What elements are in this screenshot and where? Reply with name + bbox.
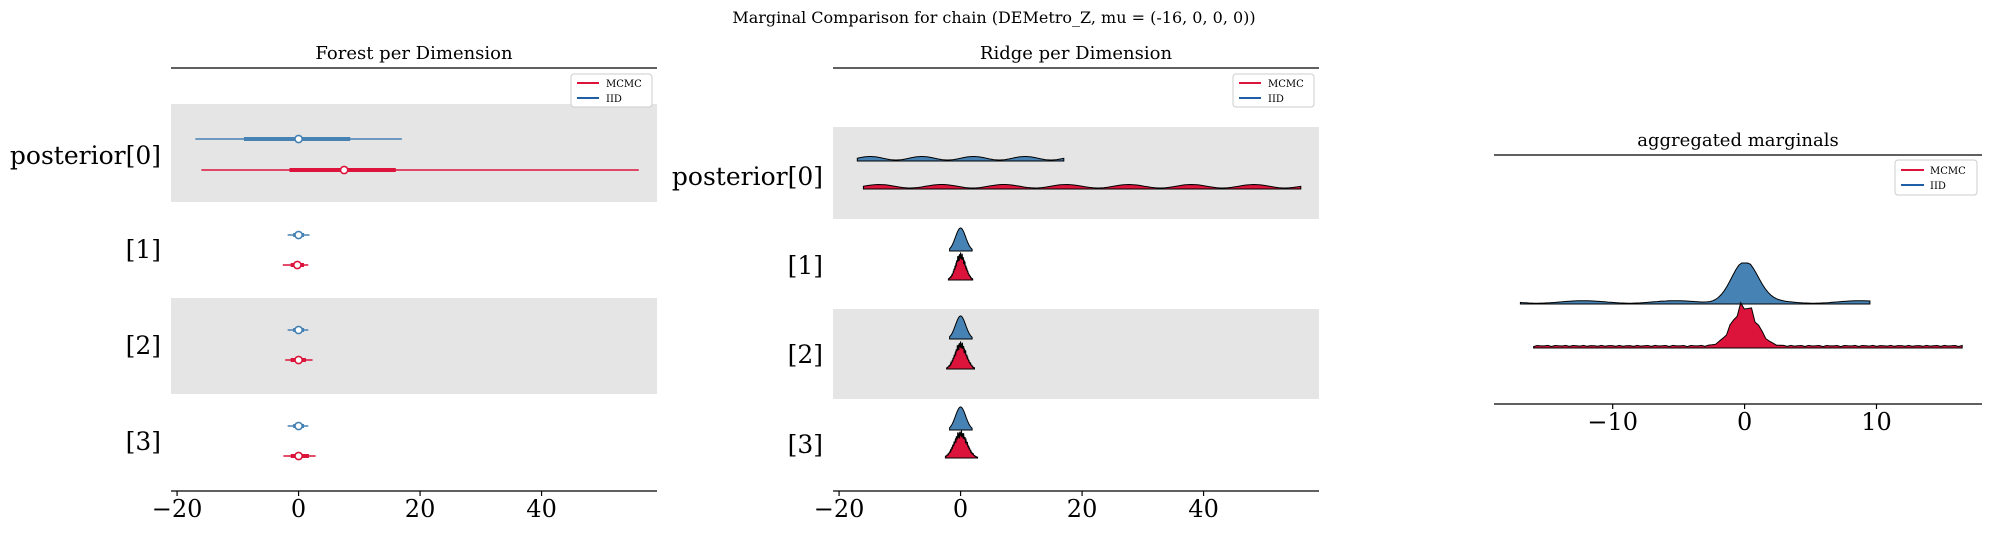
- ridge-x-tick-label: 20: [1067, 495, 1098, 523]
- ridge-marks: [856, 156, 1302, 459]
- aggregated-panel: aggregated marginals MCMC IID −10 0 10: [1494, 130, 1982, 436]
- ridge-xticks: −20 0 20 40: [814, 491, 1219, 523]
- forest-legend-mcmc: MCMC: [606, 79, 642, 90]
- forest-band-2: [171, 298, 657, 394]
- forest-marks: [195, 134, 639, 461]
- aggregated-xticks: −10 0 10: [1587, 404, 1892, 436]
- figure-suptitle: Marginal Comparison for chain (DEMetro_Z…: [732, 8, 1255, 27]
- forest-median-mcmc: [294, 355, 303, 365]
- ridge-ylabel-1: [1]: [788, 251, 823, 280]
- ridge-ylabel-3: [3]: [788, 430, 823, 459]
- aggregated-legend-iid: IID: [1930, 181, 1946, 192]
- ridge-band-2: [833, 309, 1319, 399]
- forest-ylabel-3: [3]: [126, 427, 161, 456]
- forest-x-tick-label: −20: [152, 495, 203, 523]
- forest-panel: Forest per Dimension posterior[0] [1] [2…: [10, 43, 657, 523]
- ridge-density-iid: [949, 315, 973, 340]
- ridge-ylabel-2: [2]: [788, 340, 823, 369]
- forest-ylabel-1: [1]: [126, 235, 161, 264]
- ridge-density-mcmc: [862, 183, 1302, 190]
- aggregated-legend-mcmc: MCMC: [1930, 166, 1966, 177]
- forest-ylabel-2: [2]: [126, 331, 161, 360]
- ridge-density-mcmc: [944, 430, 979, 459]
- ridge-x-tick-label: 0: [953, 495, 968, 523]
- forest-legend-iid: IID: [606, 94, 622, 105]
- forest-median-iid: [294, 421, 303, 431]
- forest-title: Forest per Dimension: [315, 43, 513, 64]
- ridge-density-iid: [949, 227, 973, 252]
- ridge-ylabel-0: posterior[0]: [672, 162, 823, 191]
- ridge-density-mcmc: [947, 252, 974, 281]
- ridge-x-tick-label: −20: [814, 495, 865, 523]
- ridge-density-iid: [856, 156, 1065, 162]
- forest-median-mcmc: [294, 451, 303, 461]
- forest-xticks: −20 0 20 40: [152, 491, 557, 523]
- ridge-band-0: [833, 127, 1319, 219]
- ridge-legend-mcmc: MCMC: [1268, 79, 1304, 90]
- aggregated-legend: MCMC IID: [1894, 159, 1978, 196]
- ridge-legend-iid: IID: [1268, 94, 1284, 105]
- aggregated-marks: [1519, 262, 1963, 349]
- forest-median-iid: [294, 134, 303, 144]
- aggregated-density-iid: [1519, 262, 1871, 305]
- ridge-title: Ridge per Dimension: [980, 43, 1173, 64]
- forest-median-mcmc: [292, 260, 302, 270]
- ridge-panel: Ridge per Dimension posterior[0] [1] [2]…: [672, 43, 1319, 523]
- forest-x-tick-label: 40: [526, 495, 557, 523]
- aggregated-density-mcmc: [1533, 301, 1963, 349]
- aggregated-title: aggregated marginals: [1637, 130, 1838, 151]
- forest-x-tick-label: 20: [405, 495, 436, 523]
- ridge-density-mcmc: [946, 341, 975, 370]
- forest-band-0: [171, 104, 657, 202]
- forest-legend: MCMC IID: [570, 73, 653, 108]
- forest-ylabel-0: posterior[0]: [10, 141, 161, 170]
- forest-median-mcmc: [339, 165, 349, 175]
- ridge-legend: MCMC IID: [1232, 73, 1315, 108]
- aggregated-x-tick-label: −10: [1587, 408, 1638, 436]
- forest-median-iid: [294, 325, 303, 335]
- forest-x-tick-label: 0: [291, 495, 306, 523]
- aggregated-x-tick-label: 10: [1861, 408, 1892, 436]
- aggregated-x-tick-label: 0: [1737, 408, 1752, 436]
- aggregated-legend-box: [1894, 159, 1978, 196]
- ridge-density-iid: [949, 406, 973, 431]
- ridge-x-tick-label: 40: [1188, 495, 1219, 523]
- forest-median-iid: [294, 230, 303, 240]
